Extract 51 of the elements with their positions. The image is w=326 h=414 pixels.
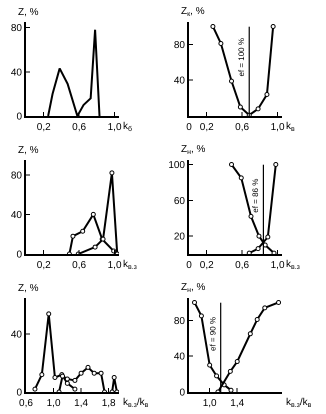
y-tick-label: 80: [174, 40, 186, 51]
x-tick-label: 1,0: [270, 260, 285, 271]
y-tick-label: 80: [174, 316, 186, 327]
annotation: ef = 86 %: [251, 178, 260, 213]
y-axis-title: Z$_{к}$, %: [181, 6, 205, 18]
y-tick-label: 60: [174, 196, 186, 207]
x-tick-label: 0,6: [72, 122, 87, 133]
y-tick-label: 40: [10, 67, 22, 78]
x-tick-label: 1,0: [108, 260, 122, 271]
x-axis-title: k$_{в}$: [286, 121, 295, 134]
x-tick-label: 0,2: [200, 260, 214, 271]
x-axis-title: k$_{в.з}$/k$_{в}$: [123, 397, 149, 410]
x-tick-label: 1,0: [270, 122, 285, 133]
x-tick-label: 1,4: [74, 398, 88, 409]
y-tick-label: 0: [16, 250, 22, 260]
y-tick-label: 0: [16, 388, 22, 398]
x-axis-title: k$_{в.з}$/k$_{в}$: [286, 397, 312, 410]
y-tick-label: 40: [10, 210, 22, 221]
x-tick-label: 1,0: [108, 122, 122, 133]
y-axis-title: Z, %: [18, 145, 39, 156]
y-tick-label: 80: [10, 170, 22, 182]
x-tick-label: 0: [186, 122, 192, 133]
y-tick-label: 100: [168, 160, 186, 171]
y-axis-title: Z, %: [18, 7, 39, 18]
y-tick-label: 20: [174, 232, 186, 243]
y-axis-title: Z$_{н}$, %: [181, 144, 206, 156]
x-tick-label: 1,4: [230, 398, 245, 409]
x-axis-title: k$_{в.з}$: [286, 259, 300, 272]
annotation: ef = 90 %: [208, 316, 218, 351]
x-tick-label: 0,6: [235, 260, 250, 271]
x-axis-title: k$_{в.з}$: [123, 259, 137, 272]
y-tick-label: 0: [16, 112, 22, 122]
annotation: ef = 100 %: [236, 38, 246, 77]
x-tick-label: 0,2: [200, 122, 214, 133]
x-tick-label: 1,0: [46, 398, 61, 409]
x-tick-label: 0,6: [235, 122, 250, 133]
y-tick-label: 80: [10, 23, 22, 34]
x-tick-label: 0,2: [36, 260, 52, 271]
y-tick-label: 40: [10, 330, 22, 341]
y-tick-label: 0: [179, 388, 186, 398]
y-tick-label: 40: [174, 76, 186, 87]
x-tick-label: 0,6: [72, 260, 87, 271]
x-tick-label: 1,0: [202, 398, 218, 409]
y-axis-title: Z$_{н}$, %: [181, 282, 206, 294]
y-axis-title: Z, %: [18, 283, 39, 294]
x-tick-label: 0,2: [36, 122, 52, 133]
x-tick-label: 1,8: [102, 398, 116, 409]
x-axis-title: k$_{б}$: [123, 121, 132, 134]
y-tick-label: 40: [174, 352, 186, 363]
x-tick-label: 0,6: [19, 398, 34, 409]
x-tick-label: 0: [186, 260, 192, 271]
